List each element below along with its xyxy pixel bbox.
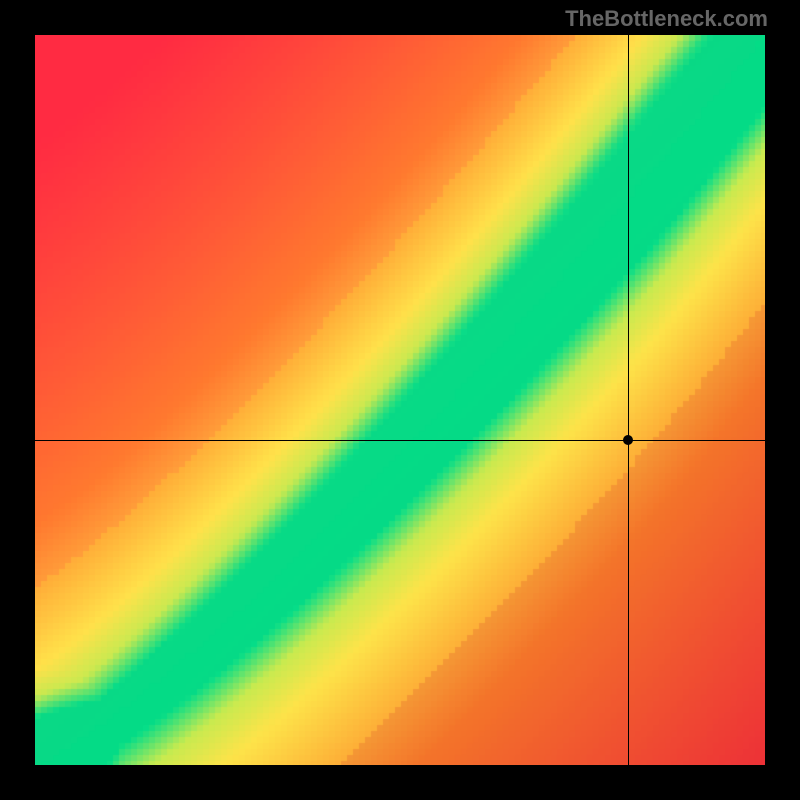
crosshair-marker-dot bbox=[623, 435, 633, 445]
watermark-text: TheBottleneck.com bbox=[565, 6, 768, 32]
crosshair-vertical bbox=[628, 35, 629, 765]
crosshair-horizontal bbox=[35, 440, 765, 441]
bottleneck-heatmap bbox=[35, 35, 765, 765]
heatmap-canvas bbox=[35, 35, 765, 765]
